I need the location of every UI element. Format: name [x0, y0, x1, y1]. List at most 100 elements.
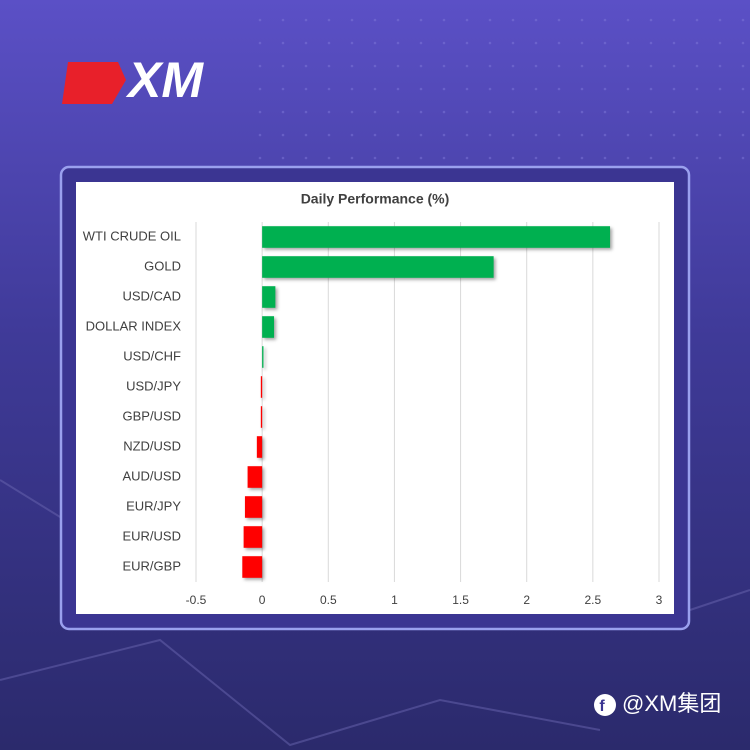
dot [718, 156, 722, 160]
dot [258, 18, 262, 22]
dot [603, 18, 607, 22]
dot [534, 18, 538, 22]
bar [262, 226, 611, 248]
dot [350, 87, 354, 91]
dot [626, 64, 630, 68]
dot [396, 87, 400, 91]
dot [419, 133, 423, 137]
dot [373, 18, 377, 22]
dot [511, 18, 515, 22]
x-tick-label: 1.5 [452, 593, 469, 607]
bar [260, 376, 263, 398]
dot [350, 64, 354, 68]
dot [741, 110, 745, 114]
dot [672, 18, 676, 22]
dot [465, 156, 469, 160]
dot [281, 64, 285, 68]
dot [281, 156, 285, 160]
watermark: @XM集团 [622, 691, 721, 716]
dot [488, 156, 492, 160]
dot [304, 133, 308, 137]
dot [718, 87, 722, 91]
dot [419, 41, 423, 45]
dot [488, 64, 492, 68]
bar [260, 406, 263, 428]
y-tick-label: USD/CHF [123, 348, 181, 363]
dot [327, 41, 331, 45]
dot [373, 156, 377, 160]
x-tick-label: 3 [656, 593, 663, 607]
dot [442, 156, 446, 160]
dot [718, 18, 722, 22]
dot [350, 156, 354, 160]
dot [511, 133, 515, 137]
dot [649, 64, 653, 68]
dot [603, 156, 607, 160]
dot [695, 87, 699, 91]
dot [465, 64, 469, 68]
y-tick-label: GOLD [144, 258, 181, 273]
plot: -0.5 0 0.5 1 1.5 2 2.5 3 WTI CRUDE OIL GOLD USD/CA… [83, 222, 663, 607]
y-tick-label: USD/CAD [122, 288, 181, 303]
dot [373, 110, 377, 114]
dot [465, 133, 469, 137]
dot [557, 64, 561, 68]
dot [718, 110, 722, 114]
dot [373, 41, 377, 45]
y-tick-label: EUR/USD [122, 528, 181, 543]
logo-mark [62, 62, 126, 104]
dot [465, 18, 469, 22]
dot [534, 64, 538, 68]
dot [442, 64, 446, 68]
dot [419, 18, 423, 22]
dot [695, 18, 699, 22]
dot [350, 18, 354, 22]
bar [262, 286, 276, 308]
logo: XM [62, 52, 204, 108]
dot [281, 110, 285, 114]
dot [281, 41, 285, 45]
dot [649, 133, 653, 137]
dot [695, 41, 699, 45]
dot [442, 110, 446, 114]
dot [672, 41, 676, 45]
dot [718, 64, 722, 68]
dot [419, 64, 423, 68]
chart-title: Daily Performance (%) [301, 191, 450, 207]
x-tick-label: 0 [259, 593, 266, 607]
dot [741, 87, 745, 91]
chart-area [76, 182, 674, 614]
dot [442, 18, 446, 22]
dot [626, 133, 630, 137]
y-tick-label: DOLLAR INDEX [86, 318, 182, 333]
dot [741, 18, 745, 22]
dot [603, 64, 607, 68]
y-tick-label: EUR/JPY [126, 498, 181, 513]
dot [488, 18, 492, 22]
dot [626, 18, 630, 22]
y-tick-label: AUD/USD [122, 468, 181, 483]
dot [695, 133, 699, 137]
dot [488, 87, 492, 91]
facebook-glyph: f [599, 698, 605, 715]
dot [557, 110, 561, 114]
x-tick-label: 0.5 [320, 593, 337, 607]
dot [350, 133, 354, 137]
dot [695, 156, 699, 160]
dot [258, 41, 262, 45]
dot [327, 18, 331, 22]
y-tick-label: USD/JPY [126, 378, 181, 393]
y-tick-label: EUR/GBP [122, 558, 181, 573]
dot [534, 41, 538, 45]
dot [672, 133, 676, 137]
y-tick-label: GBP/USD [122, 408, 181, 423]
dot [603, 110, 607, 114]
dot [741, 156, 745, 160]
dot [603, 41, 607, 45]
bar [243, 526, 263, 548]
dot [580, 156, 584, 160]
dot [258, 87, 262, 91]
dot [649, 156, 653, 160]
dot [580, 18, 584, 22]
